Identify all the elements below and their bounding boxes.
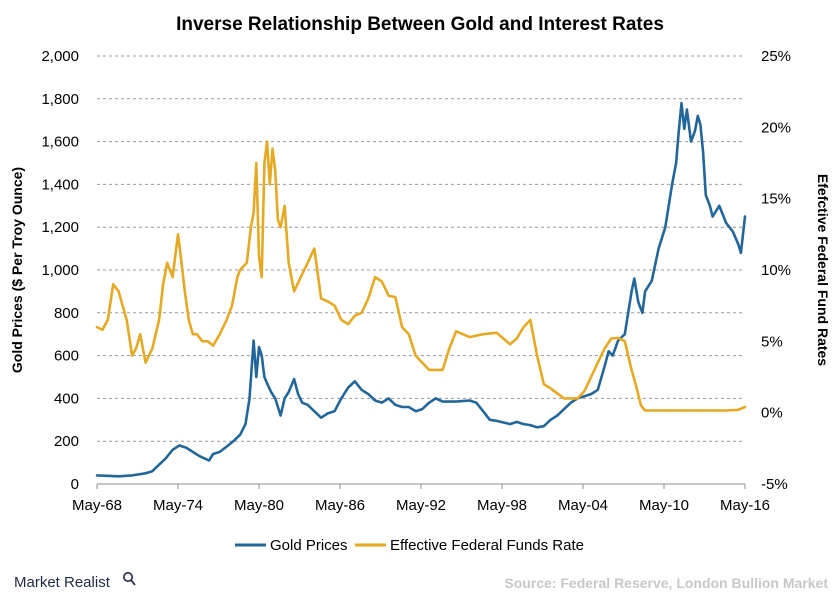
left-tick-label: 800 (54, 305, 79, 322)
legend-label-gold: Gold Prices (270, 537, 348, 554)
left-tick-label: 1,000 (41, 262, 79, 279)
brand-logo-text: Market Realist (14, 574, 111, 591)
right-tick-label: 0% (761, 405, 783, 422)
gridlines (97, 55, 745, 442)
series-lines (95, 101, 747, 478)
x-tick-label: May-04 (558, 497, 608, 514)
x-tick-label: May-86 (315, 497, 365, 514)
right-tick-label: -5% (761, 476, 788, 493)
series-line-fed-funds-rate (95, 140, 747, 412)
x-tick-label: May-68 (72, 497, 122, 514)
left-tick-label: 1,600 (41, 134, 79, 151)
left-tick-label: 1,400 (41, 176, 79, 193)
left-tick-label: 600 (54, 348, 79, 365)
right-tick-label: 15% (761, 191, 791, 208)
right-tick-label: 20% (761, 119, 791, 136)
source-note: Source: Federal Reserve, London Bullion … (504, 575, 828, 591)
left-tick-label: 200 (54, 433, 79, 450)
x-tick-label: May-92 (396, 497, 446, 514)
x-axis-ticks: May-68 May-74 May-80 May-86 May-92 May-98 May-… (72, 484, 770, 514)
left-axis-title: Gold Prices ($ Per Troy Ounce) (9, 167, 25, 373)
legend-label-fed-funds: Effective Federal Funds Rate (390, 537, 584, 554)
x-tick-label: May-98 (477, 497, 527, 514)
x-tick-label: May-74 (153, 497, 203, 514)
left-axis-ticks: 0 200 400 600 800 1,000 1,200 1,400 1,600 1,800 2,… (41, 48, 79, 493)
left-tick-label: 2,000 (41, 48, 79, 65)
chart-title: Inverse Relationship Between Gold and In… (176, 14, 664, 35)
left-tick-label: 1,200 (41, 219, 79, 236)
right-axis-title: Efefctive Federal Fund Rates (815, 174, 831, 366)
x-tick-label: May-16 (720, 497, 770, 514)
right-tick-label: 5% (761, 333, 783, 350)
x-tick-label: May-10 (639, 497, 689, 514)
right-tick-label: 10% (761, 262, 791, 279)
right-tick-label: 25% (761, 48, 791, 65)
x-tick-label: May-80 (234, 497, 284, 514)
left-tick-label: 400 (54, 390, 79, 407)
left-tick-label: 1,800 (41, 91, 79, 108)
magnifier-icon (123, 571, 136, 586)
series-line-gold-prices (95, 101, 747, 478)
legend: Gold Prices Effective Federal Funds Rate (235, 537, 584, 554)
right-axis-ticks: -5% 0% 5% 10% 15% 20% 25% (761, 48, 791, 493)
left-tick-label: 0 (71, 476, 79, 493)
